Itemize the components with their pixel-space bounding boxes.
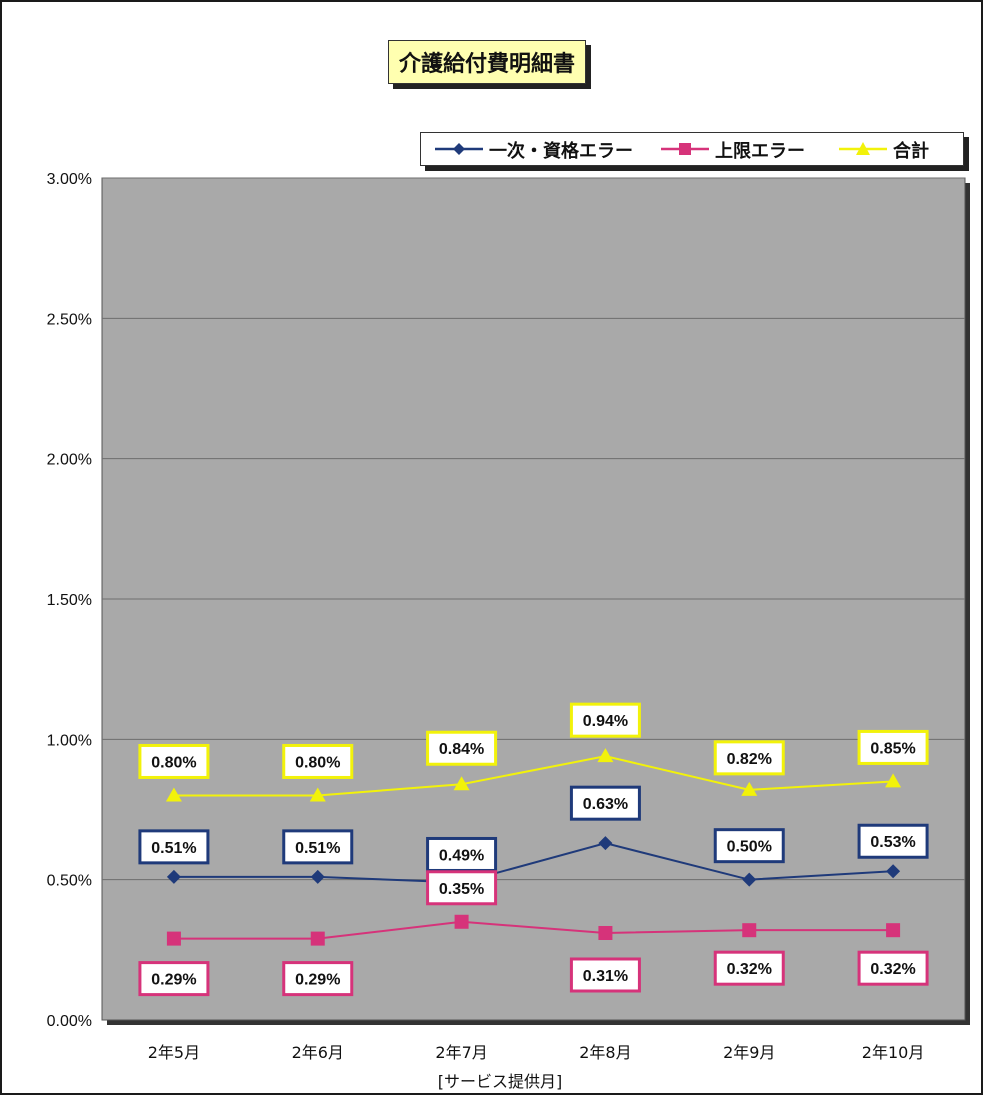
data-label-box	[569, 957, 641, 993]
legend-label-series-2: 上限エラー	[715, 141, 805, 162]
point-marker	[598, 836, 613, 851]
data-label-box	[138, 961, 210, 997]
chart-title: 介護給付費明細書	[388, 40, 587, 84]
data-label: 0.35%	[439, 881, 484, 898]
data-label-box	[138, 743, 210, 779]
data-label-box	[713, 828, 785, 864]
data-label-box	[857, 729, 929, 765]
data-label: 0.51%	[151, 840, 196, 857]
data-label: 0.85%	[870, 740, 915, 757]
data-label-box	[282, 961, 354, 997]
data-label: 0.63%	[583, 796, 628, 813]
data-label: 0.32%	[870, 961, 915, 978]
data-label: 0.29%	[151, 972, 196, 989]
legend-swatches	[435, 142, 887, 155]
point-marker	[741, 781, 758, 796]
data-label: 0.80%	[151, 754, 196, 771]
point-marker	[166, 931, 181, 946]
x-tick-label: 2年9月	[723, 1043, 775, 1062]
series-line-1	[173, 842, 894, 884]
x-tick-label: 2年10月	[862, 1043, 925, 1062]
legend-marker-diamond	[453, 143, 465, 155]
data-label-box	[282, 829, 354, 865]
series-line-3	[173, 755, 894, 797]
data-label: 0.82%	[727, 751, 772, 768]
point-marker	[453, 776, 470, 791]
data-label-box	[713, 950, 785, 986]
data-label: 0.80%	[295, 754, 340, 771]
point-marker	[166, 869, 181, 884]
data-label-box	[569, 702, 641, 738]
data-label-box	[426, 836, 498, 872]
y-tick-label: 2.00%	[47, 452, 92, 469]
legend-label-series-3: 合計	[893, 141, 929, 162]
data-label-box	[857, 950, 929, 986]
data-label: 0.51%	[295, 840, 340, 857]
y-tick-label: 0.00%	[47, 1013, 92, 1030]
point-marker	[454, 914, 469, 929]
data-label-box	[569, 785, 641, 821]
data-label: 0.84%	[439, 741, 484, 758]
data-label-box	[857, 823, 929, 859]
point-marker	[742, 872, 757, 887]
data-label: 0.53%	[870, 834, 915, 851]
data-label-box	[282, 743, 354, 779]
point-marker	[597, 748, 614, 763]
point-marker	[165, 787, 182, 802]
point-marker	[309, 787, 326, 802]
data-label: 0.49%	[439, 847, 484, 864]
data-label-box	[713, 740, 785, 776]
data-label: 0.50%	[727, 839, 772, 856]
point-marker	[886, 864, 901, 879]
data-label: 0.29%	[295, 972, 340, 989]
x-tick-label: 2年6月	[292, 1043, 344, 1062]
y-tick-label: 1.50%	[47, 592, 92, 609]
point-marker	[742, 923, 757, 938]
point-marker	[310, 869, 325, 884]
legend: 一次・資格エラー 上限エラー 合計	[420, 132, 964, 166]
legend-marker-square	[679, 143, 691, 155]
point-marker	[598, 925, 613, 940]
point-marker	[886, 923, 901, 938]
x-axis-label: [サービス提供月]	[437, 1072, 563, 1091]
data-label-box	[426, 870, 498, 906]
legend-label-series-1: 一次・資格エラー	[489, 141, 633, 162]
y-tick-label: 3.00%	[47, 171, 92, 188]
point-marker	[885, 773, 902, 788]
legend-marker-triangle	[856, 142, 870, 155]
y-tick-label: 2.50%	[47, 311, 92, 328]
data-label: 0.94%	[583, 713, 628, 730]
data-label: 0.31%	[583, 968, 628, 985]
series-line-2	[173, 920, 894, 940]
data-label-box	[426, 730, 498, 766]
y-tick-label: 0.50%	[47, 873, 92, 890]
point-marker	[310, 931, 325, 946]
data-label-box	[138, 829, 210, 865]
x-tick-label: 2年8月	[579, 1043, 631, 1062]
x-tick-label: 2年7月	[435, 1043, 487, 1062]
data-label: 0.32%	[727, 961, 772, 978]
x-tick-label: 2年5月	[148, 1043, 200, 1062]
y-tick-label: 1.00%	[47, 732, 92, 749]
